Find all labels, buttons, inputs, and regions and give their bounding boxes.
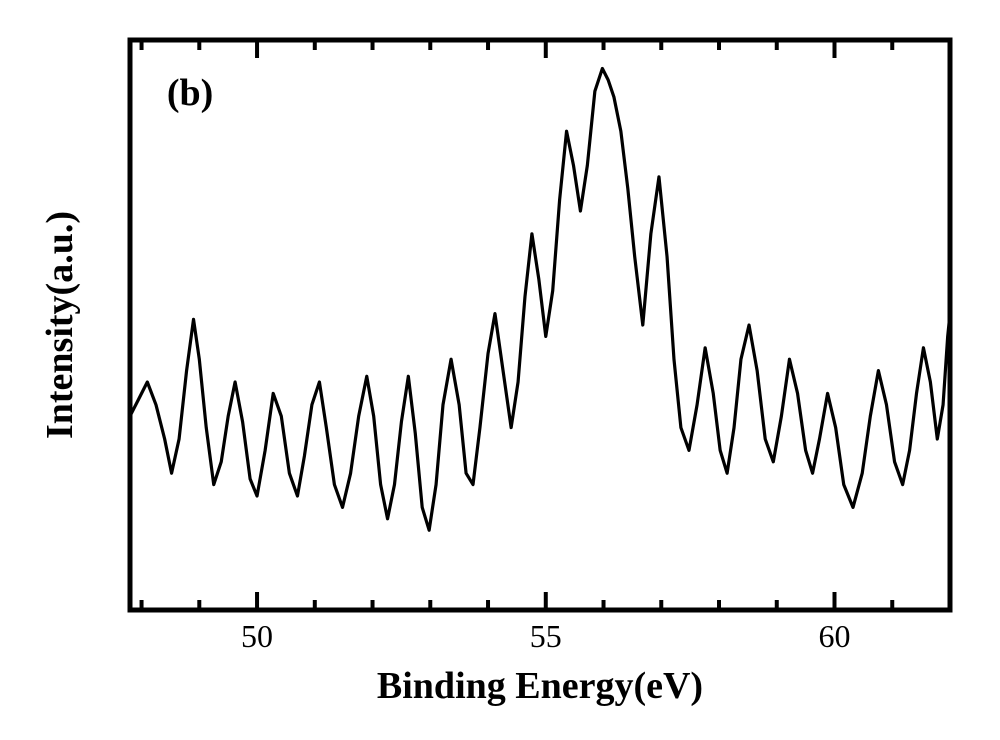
y-axis-label: Intensity(a.u.) <box>38 211 82 439</box>
x-tick-label: 60 <box>819 618 851 655</box>
subplot-label: (b) <box>167 71 213 115</box>
x-tick-label: 50 <box>241 618 273 655</box>
x-tick-label: 55 <box>530 618 562 655</box>
x-axis-label: Binding Energy(eV) <box>377 664 703 708</box>
xps-spectrum-figure: Intensity(a.u.) Binding Energy(eV) (b) 5… <box>0 0 1000 740</box>
